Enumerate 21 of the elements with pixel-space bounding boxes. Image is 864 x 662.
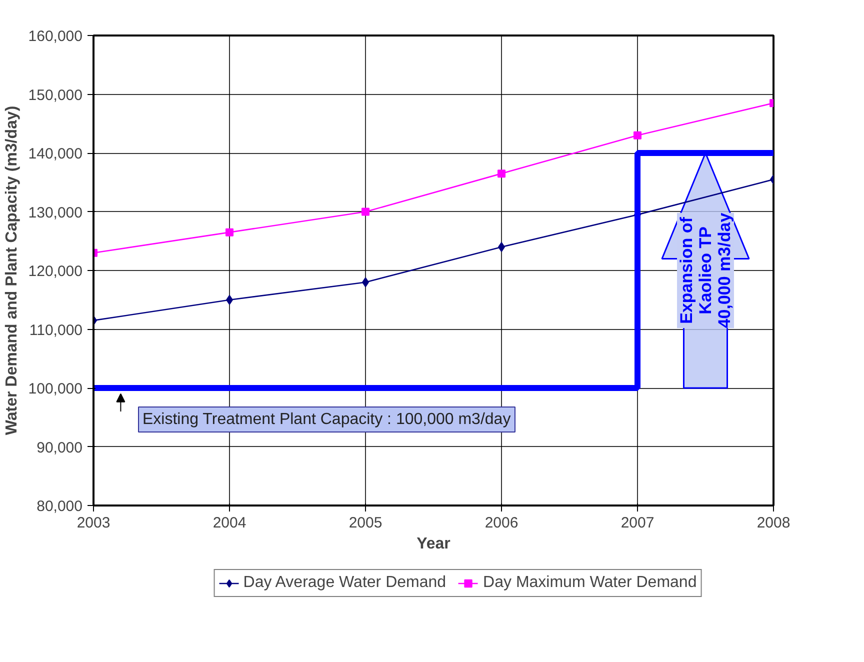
y-tick-label: 150,000 — [28, 86, 83, 104]
x-tick-label: 2004 — [212, 514, 246, 532]
y-tick-label: 140,000 — [28, 146, 83, 162]
legend-label: Day Average Water Demand — [243, 574, 446, 592]
legend-label: Day Maximum Water Demand — [483, 574, 697, 592]
x-axis-title: Year — [416, 536, 450, 552]
y-tick-label: 80,000 — [36, 498, 83, 515]
x-tick-label: 2008 — [756, 514, 790, 532]
annotation: Existing Treatment Plant Capacity : 100,000 m3/day — [142, 411, 511, 428]
y-tick-label: 90,000 — [36, 439, 83, 456]
x-tick-label: 2003 — [76, 514, 110, 532]
x-tick-label: 2005 — [348, 514, 382, 532]
y-axis-title: Water Demand and Plant Capacity (m3/day) — [3, 106, 20, 436]
y-tick-label: 100,000 — [28, 380, 83, 398]
y-tick-label: 120,000 — [28, 263, 83, 280]
annotation: Expansion of Kaolieo TP 40,000 m3/day — [677, 212, 734, 328]
y-tick-label: 110,000 — [29, 322, 82, 339]
y-tick-label: 130,000 — [28, 204, 83, 222]
x-tick-label: 2007 — [620, 514, 654, 532]
x-tick-label: 2006 — [484, 514, 518, 532]
y-tick-label: 160,000 — [28, 28, 83, 45]
